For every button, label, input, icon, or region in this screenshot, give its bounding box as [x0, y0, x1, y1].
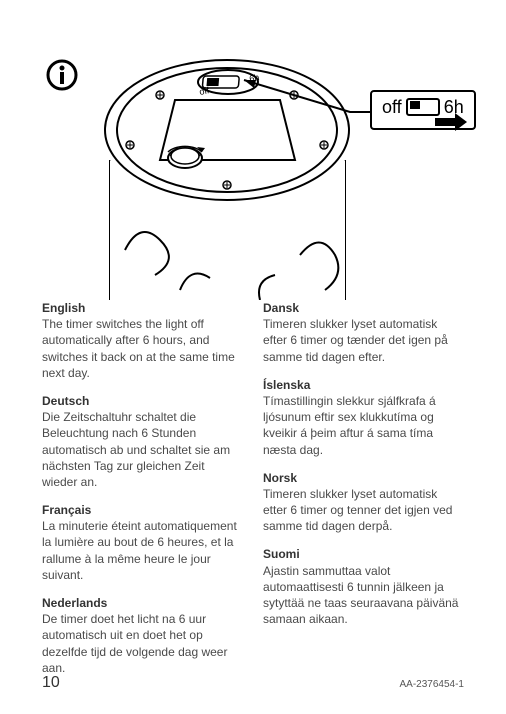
lang-title: Norsk — [263, 470, 464, 486]
column-left: English The timer switches the light off… — [42, 300, 243, 664]
lang-title: Íslenska — [263, 377, 464, 393]
device-body: off 6h — [105, 60, 349, 300]
device-svg: off 6h — [0, 0, 506, 300]
lang-block: Français La minuterie éteint automatique… — [42, 502, 243, 583]
lang-text: Tímastillingin slekkur sjálfkrafa á ljós… — [263, 393, 464, 458]
page-number: 10 — [42, 674, 60, 692]
lang-title: Dansk — [263, 300, 464, 316]
callout-row: off 6h — [382, 98, 464, 116]
column-right: Dansk Timeren slukker lyset automatisk e… — [263, 300, 464, 664]
lang-text: Die Zeitschaltuhr schaltet die Beleuchtu… — [42, 409, 243, 490]
switch-icon — [406, 98, 440, 116]
lang-text: Ajastin sammuttaa valot automaattisesti … — [263, 563, 464, 628]
lang-title: Suomi — [263, 546, 464, 562]
product-illustration: off 6h off 6h — [0, 0, 506, 300]
lang-title: Nederlands — [42, 595, 243, 611]
lang-text: The timer switches the light off automat… — [42, 316, 243, 381]
lang-block: Dansk Timeren slukker lyset automatisk e… — [263, 300, 464, 365]
info-icon — [48, 61, 76, 89]
lang-title: Français — [42, 502, 243, 518]
document-id: AA-2376454-1 — [400, 679, 465, 690]
switch-callout: off 6h — [370, 90, 476, 130]
lang-title: Deutsch — [42, 393, 243, 409]
manual-page: off 6h off 6h English — [0, 0, 506, 714]
lang-block: Nederlands De timer doet het licht na 6 … — [42, 595, 243, 676]
lang-title: English — [42, 300, 243, 316]
callout-off-label: off — [382, 98, 402, 116]
lang-text: Timeren slukker lyset automatisk etter 6… — [263, 486, 464, 535]
lang-text: La minuterie éteint automatiquement la l… — [42, 518, 243, 583]
lang-block: Norsk Timeren slukker lyset automatisk e… — [263, 470, 464, 535]
lang-text: Timeren slukker lyset automatisk efter 6… — [263, 316, 464, 365]
lang-block: English The timer switches the light off… — [42, 300, 243, 381]
lang-block: Íslenska Tímastillingin slekkur sjálfkra… — [263, 377, 464, 458]
lang-text: De timer doet het licht na 6 uur automat… — [42, 611, 243, 676]
lang-block: Deutsch Die Zeitschaltuhr schaltet die B… — [42, 393, 243, 490]
lang-block: Suomi Ajastin sammuttaa valot automaatti… — [263, 546, 464, 627]
instruction-columns: English The timer switches the light off… — [42, 300, 464, 664]
